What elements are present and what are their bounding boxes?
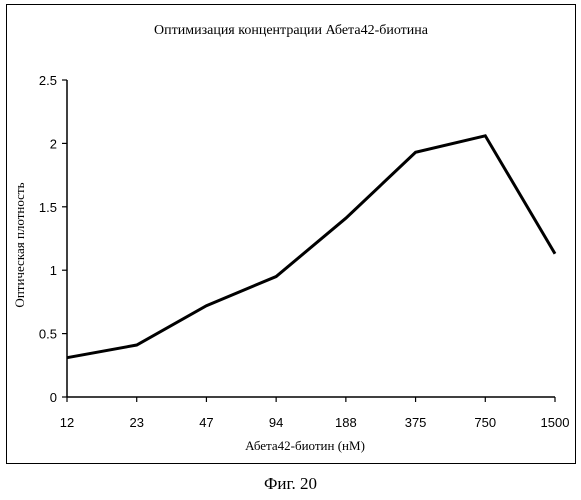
series-line [67, 136, 555, 358]
x-tick-label: 47 [199, 415, 213, 430]
series-lines [67, 136, 555, 358]
y-tick-labels: 0 0.5 1 1.5 2 2.5 [39, 73, 57, 405]
x-tick-label: 94 [269, 415, 283, 430]
x-tick-label: 12 [60, 415, 74, 430]
y-axis-label: Оптическая плотность [12, 182, 28, 307]
x-tick-label: 23 [129, 415, 143, 430]
y-tick-label: 0.5 [39, 327, 57, 342]
y-tick-label: 1.5 [39, 200, 57, 215]
x-tick-label: 375 [405, 415, 427, 430]
y-tick-label: 0 [50, 390, 57, 405]
y-tick-label: 2.5 [39, 73, 57, 88]
x-tick-label: 750 [474, 415, 496, 430]
x-tick-label: 188 [335, 415, 357, 430]
x-axis-label: Абета42-биотин (нМ) [6, 438, 581, 454]
y-tick-label: 2 [50, 136, 57, 151]
x-tick-label: 1500 [541, 415, 570, 430]
y-tick-label: 1 [50, 263, 57, 278]
axes [62, 80, 555, 402]
figure-caption: Фиг. 20 [0, 474, 581, 494]
x-tick-labels: 12 23 47 94 188 375 750 1500 [60, 415, 570, 430]
